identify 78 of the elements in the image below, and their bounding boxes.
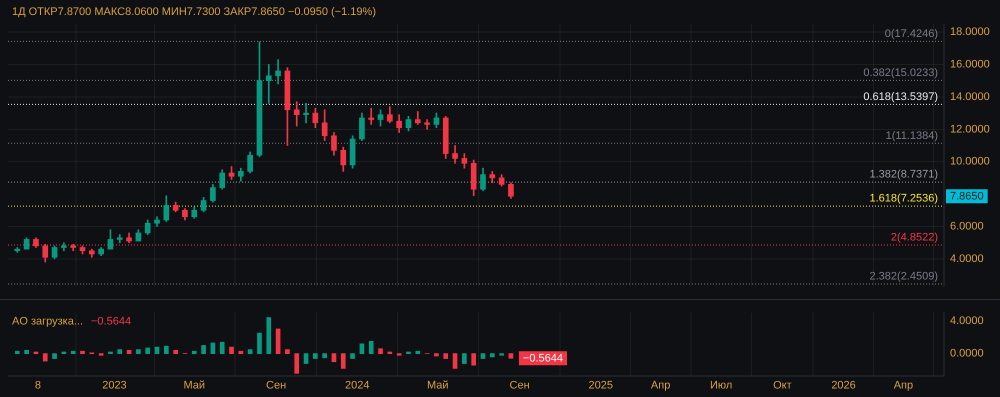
bar xyxy=(378,348,383,354)
x-tick-label: Сен xyxy=(510,379,530,392)
bar xyxy=(294,353,300,374)
ref-line-label: 1.382(8.7371) xyxy=(870,168,938,181)
bar xyxy=(340,353,346,369)
x-tick-label: Сен xyxy=(266,379,286,392)
bar xyxy=(490,353,495,358)
x-tick-label: Окт xyxy=(773,379,792,392)
bar xyxy=(415,350,420,354)
bar xyxy=(313,353,318,359)
bar xyxy=(304,353,308,364)
ref-line-label: 0(17.4246) xyxy=(884,28,938,40)
text: 7.8650 xyxy=(950,190,984,202)
x-tick-label: Июл xyxy=(710,379,732,392)
bar xyxy=(434,353,439,356)
bar xyxy=(220,342,225,354)
bar xyxy=(154,346,160,354)
y-tick-label: 4.0000 xyxy=(950,252,984,265)
y-tick-label: 6.0000 xyxy=(950,220,984,232)
bar xyxy=(360,343,364,354)
x-tick-label: Апр xyxy=(894,379,914,392)
bar xyxy=(52,353,57,359)
bar xyxy=(80,350,85,354)
bar xyxy=(210,342,216,354)
annotation: −0.5644 xyxy=(522,352,564,364)
bar xyxy=(14,350,20,354)
y-tick-label: 14.0000 xyxy=(950,90,990,103)
bar xyxy=(276,328,280,354)
bar xyxy=(136,349,141,354)
bar xyxy=(173,350,178,354)
x-tick-label: 2025 xyxy=(588,379,613,392)
ref-line-label: 1.618(7.2536) xyxy=(870,192,938,205)
annotation: −0.5644 xyxy=(91,316,132,328)
x-tick-label: 2023 xyxy=(102,379,127,392)
x-tick-label: Апр xyxy=(650,379,670,392)
bar xyxy=(238,350,244,354)
bar xyxy=(201,345,206,354)
x-tick-label: 2024 xyxy=(345,379,370,392)
bar xyxy=(368,341,374,354)
x-tick-label: 8 xyxy=(34,379,41,392)
ref-line-label: 0.618(13.5397) xyxy=(863,90,938,103)
bar xyxy=(350,353,355,359)
bar xyxy=(508,353,514,359)
bar xyxy=(322,353,327,358)
ref-line-label: 0.382(15.0233) xyxy=(863,66,938,79)
chart-title: 1Д ОТКР7.8700 МАКС8.0600 МИН7.7300 ЗАКР7.8650 −0.0950 (−1.19%) xyxy=(12,6,376,18)
bar xyxy=(117,349,122,354)
bar xyxy=(452,353,458,369)
bar xyxy=(70,350,76,354)
y-tick-label: 10.0000 xyxy=(950,156,990,168)
y-tick-label: 0.0000 xyxy=(950,348,984,360)
bar xyxy=(285,349,290,354)
bar xyxy=(248,349,252,354)
ref-line-label: 1(11.1384) xyxy=(886,130,938,142)
bar xyxy=(229,346,234,354)
chart-title: AO загрузка... xyxy=(12,316,84,328)
y-tick-label: 16.0000 xyxy=(950,58,990,71)
bar xyxy=(257,332,262,354)
x-tick-label: Май xyxy=(183,379,206,392)
y-tick-label: 18.0000 xyxy=(950,26,990,38)
ref-line-label: 2(4.8522) xyxy=(890,232,938,244)
bar xyxy=(480,353,486,359)
bar xyxy=(471,353,476,366)
bar xyxy=(24,350,29,354)
bar xyxy=(192,350,197,354)
y-tick-label: 12.0000 xyxy=(950,123,990,136)
bar xyxy=(443,353,448,359)
bar xyxy=(462,353,467,364)
y-tick-label: 4.0000 xyxy=(950,314,984,327)
bar xyxy=(164,346,169,354)
bar xyxy=(266,317,272,354)
x-tick-label: 2026 xyxy=(831,379,856,392)
bar xyxy=(332,353,336,362)
bar xyxy=(126,350,132,354)
bar xyxy=(42,353,48,362)
x-tick-label: Май xyxy=(426,379,449,392)
ref-line-label: 2.382(2.4509) xyxy=(870,270,938,282)
bar xyxy=(145,348,150,354)
